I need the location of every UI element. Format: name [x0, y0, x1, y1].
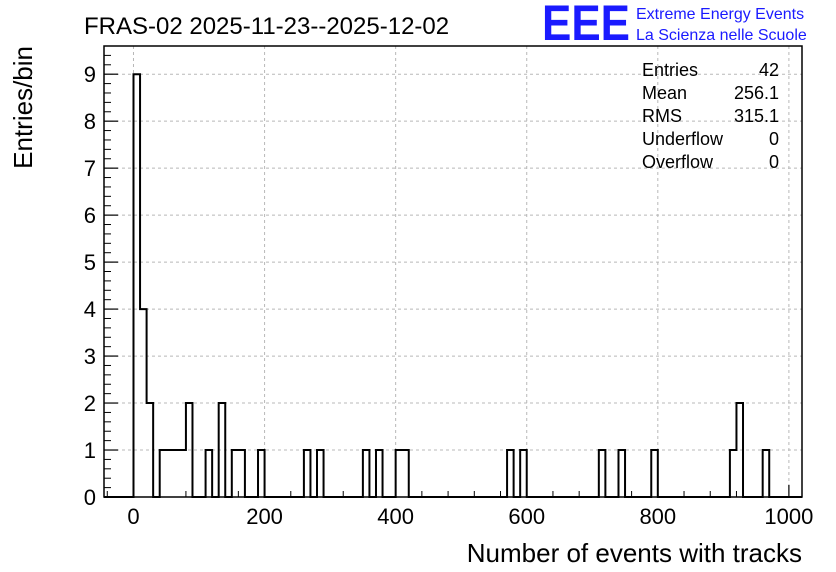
histogram-bin — [160, 450, 167, 497]
histogram-bin — [317, 450, 324, 497]
x-tick-label: 600 — [508, 504, 545, 529]
stat-label: Overflow — [642, 152, 714, 172]
histogram-bin — [376, 450, 383, 497]
x-tick-label: 200 — [246, 504, 283, 529]
y-tick-label: 1 — [84, 438, 96, 463]
histogram-bin — [238, 450, 245, 497]
x-tick-label: 1000 — [764, 504, 813, 529]
histogram-bin — [133, 74, 140, 497]
histogram-bin — [219, 403, 226, 497]
histogram-bin — [173, 450, 180, 497]
histogram-bin — [763, 450, 770, 497]
plot-frame — [103, 45, 803, 498]
histogram-bin — [232, 450, 239, 497]
y-tick-label: 7 — [84, 156, 96, 181]
stat-label: RMS — [642, 106, 682, 126]
histogram-bin — [402, 450, 409, 497]
grid — [104, 46, 802, 497]
histogram-bin — [258, 450, 265, 497]
stat-label: Entries — [642, 60, 698, 80]
histogram-bin — [618, 450, 625, 497]
eee-logo: EEE Extreme Energy Events La Scienza nel… — [542, 0, 807, 51]
stat-value: 0 — [769, 129, 779, 149]
y-axis-label: Entries/bin — [8, 46, 38, 169]
eee-logo-mark: EEE — [542, 0, 630, 51]
stat-label: Mean — [642, 83, 687, 103]
stat-value: 256.1 — [734, 83, 779, 103]
histogram-bin — [166, 450, 173, 497]
logo-line-2: La Scienza nelle Scuole — [636, 27, 807, 44]
histogram-bin — [651, 450, 658, 497]
stat-value: 42 — [759, 60, 779, 80]
y-tick-label: 9 — [84, 62, 96, 87]
stats-box: Entries 42 Mean 256.1 RMS 315.1 Underflow 0 Over… — [642, 60, 779, 172]
histogram-bin — [140, 309, 147, 497]
x-tick-label: 400 — [377, 504, 414, 529]
stat-value: 0 — [769, 152, 779, 172]
x-axis-label: Number of events with tracks — [467, 538, 802, 568]
y-tick-label: 5 — [84, 250, 96, 275]
histogram-bin — [396, 450, 403, 497]
histogram-bin — [304, 450, 311, 497]
x-tick-label: 0 — [127, 504, 139, 529]
histogram-bin — [179, 450, 186, 497]
histogram-bin — [363, 450, 370, 497]
x-tick-label: 800 — [639, 504, 676, 529]
y-axis-ticks: 0 1 2 3 4 5 6 7 8 9 — [84, 45, 118, 510]
y-tick-label: 0 — [84, 485, 96, 510]
histogram-bin — [736, 403, 743, 497]
stat-label: Underflow — [642, 129, 724, 149]
histogram-bin — [186, 403, 193, 497]
logo-line-1: Extreme Energy Events — [636, 6, 804, 23]
histogram-bin — [730, 450, 737, 497]
histogram-bin — [520, 450, 527, 497]
y-tick-label: 3 — [84, 344, 96, 369]
y-tick-label: 2 — [84, 391, 96, 416]
histogram-bin — [507, 450, 514, 497]
histogram-bin — [147, 403, 154, 497]
x-axis-ticks: 0 200 400 600 800 1000 — [106, 485, 813, 529]
histogram-bin — [206, 450, 213, 497]
chart-title: FRAS-02 2025-11-23--2025-12-02 — [84, 13, 449, 40]
y-tick-label: 8 — [84, 109, 96, 134]
y-tick-label: 6 — [84, 203, 96, 228]
stat-value: 315.1 — [734, 106, 779, 126]
histogram-bin — [599, 450, 606, 497]
y-tick-label: 4 — [84, 297, 96, 322]
